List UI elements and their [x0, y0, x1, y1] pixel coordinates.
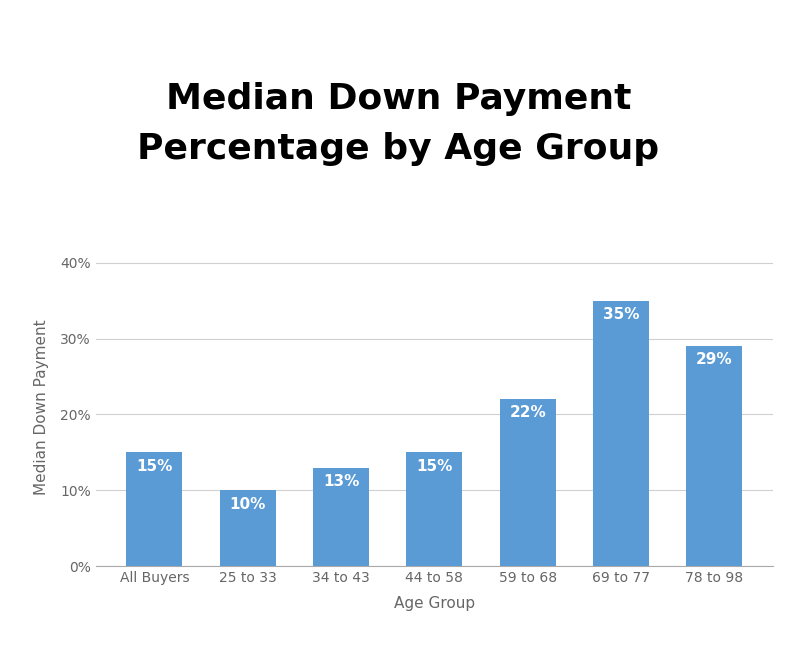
Text: 15%: 15%: [136, 458, 173, 474]
Text: 13%: 13%: [323, 474, 359, 489]
Text: 35%: 35%: [603, 307, 639, 322]
Text: 22%: 22%: [509, 406, 546, 421]
Y-axis label: Median Down Payment: Median Down Payment: [34, 319, 49, 495]
Text: 10%: 10%: [230, 497, 266, 512]
Bar: [686, 346, 742, 566]
Bar: [220, 490, 276, 566]
X-axis label: Age Group: Age Group: [394, 596, 475, 611]
Bar: [127, 452, 183, 566]
Text: 15%: 15%: [416, 458, 453, 474]
Bar: [313, 467, 369, 566]
Bar: [406, 452, 462, 566]
Text: 29%: 29%: [696, 352, 732, 367]
Bar: [500, 399, 556, 566]
Bar: [593, 301, 649, 566]
Text: Median Down Payment
Percentage by Age Group: Median Down Payment Percentage by Age Gr…: [137, 81, 660, 166]
